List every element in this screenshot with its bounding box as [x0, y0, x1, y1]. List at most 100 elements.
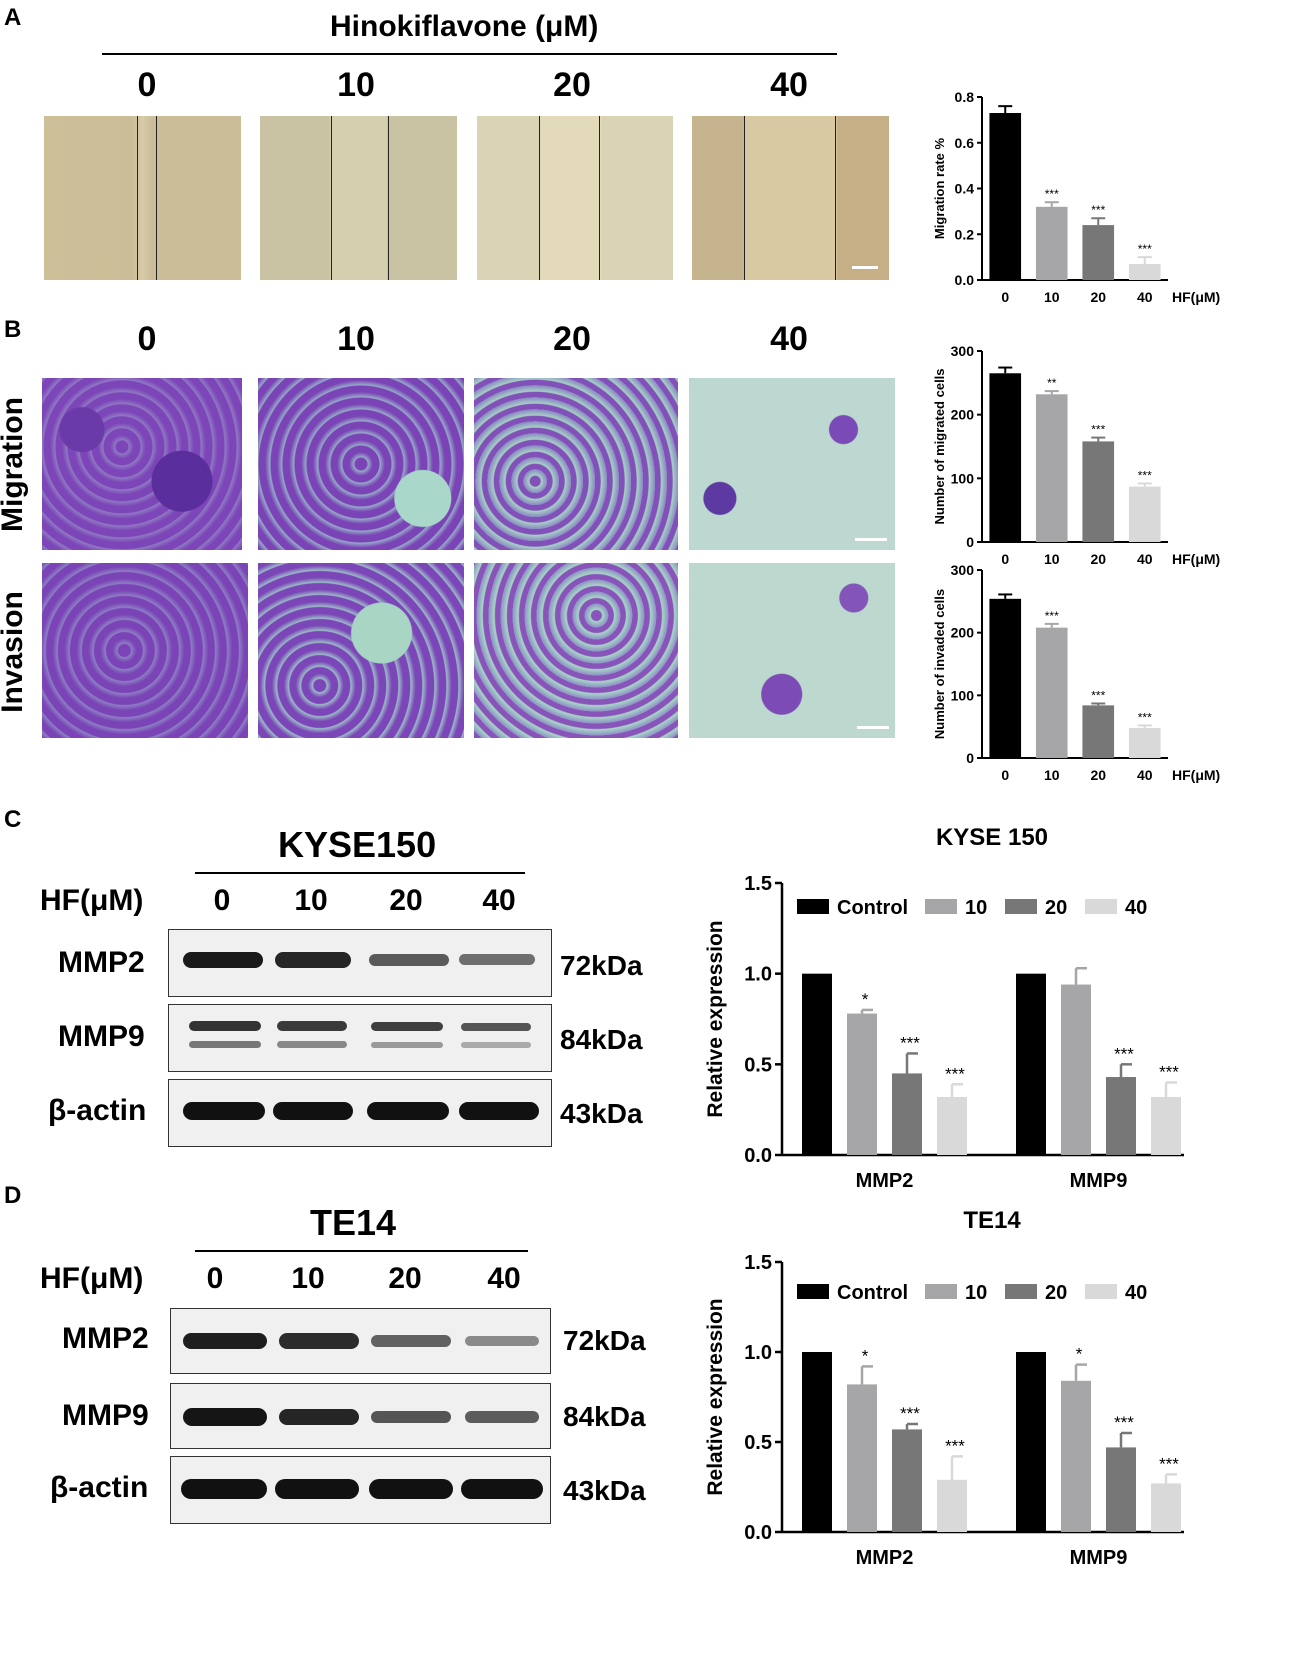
- invasion-image-10: [258, 563, 464, 738]
- x-tick-label: 20: [1090, 289, 1106, 305]
- x-axis-unit: HF(μM): [1172, 551, 1220, 567]
- x-tick-label: 40: [1137, 767, 1153, 783]
- wound-image-40: [692, 116, 889, 280]
- x-tick-label: 0: [1001, 767, 1009, 783]
- bar: [1106, 1077, 1136, 1155]
- cell-line-label: TE14: [310, 1202, 397, 1243]
- y-tick-label: 0.8: [955, 89, 975, 105]
- dose-label: 10: [337, 66, 375, 104]
- y-tick-label: 0: [966, 750, 974, 766]
- cell-line-label: KYSE150: [278, 824, 437, 865]
- legend-label: 10: [965, 1282, 987, 1304]
- blot-mmp9: [170, 1383, 551, 1449]
- migrated-cells-chart: 0 100 200 300 0 ** 10 *** 20 *** 40 HF(μM) Number of…: [932, 343, 1220, 567]
- y-tick-label: 300: [951, 343, 975, 359]
- lane-label: 0: [206, 1262, 224, 1295]
- bar: [989, 373, 1022, 542]
- protein-label: β-actin: [48, 1094, 147, 1127]
- dose-unit-label: HF(μM): [40, 1262, 144, 1295]
- x-tick-label: 10: [1044, 551, 1060, 567]
- bar: [802, 973, 832, 1155]
- y-tick-label: 100: [951, 687, 975, 703]
- x-tick-label: 40: [1137, 551, 1153, 567]
- y-tick-label: 0.5: [744, 1054, 772, 1076]
- bar: [1128, 727, 1161, 758]
- x-tick-label: MMP2: [856, 1170, 914, 1192]
- kda-label: 43kDa: [560, 1098, 643, 1129]
- y-axis-label: Relative expression: [704, 920, 727, 1117]
- y-tick-label: 300: [951, 562, 975, 578]
- legend-label: 20: [1045, 1282, 1067, 1304]
- significance-mark: ***: [1091, 423, 1105, 437]
- x-tick-label: MMP9: [1070, 1547, 1128, 1569]
- protein-label: β-actin: [50, 1471, 149, 1504]
- significance-mark: *: [862, 1346, 869, 1365]
- y-axis-label: Relative expression: [704, 1298, 727, 1495]
- migration-rate-chart: 0.0 0.2 0.4 0.6 0.8 0 *** 10 *** 20 *** 40 HF(μM) Mig…: [932, 89, 1220, 305]
- chart-title: TE14: [963, 1207, 1021, 1234]
- y-axis-label: Number of migrated cells: [932, 368, 947, 524]
- migration-image-0: [42, 378, 242, 550]
- y-tick-label: 0.5: [744, 1432, 772, 1454]
- bar: [1061, 1380, 1091, 1532]
- bar: [937, 1479, 967, 1532]
- kda-label: 43kDa: [563, 1475, 646, 1506]
- lane-label: 40: [487, 1262, 521, 1295]
- x-tick-label: MMP9: [1070, 1170, 1128, 1192]
- kda-label: 84kDa: [563, 1401, 646, 1432]
- lane-label: 10: [291, 1262, 325, 1295]
- bar: [1128, 263, 1161, 280]
- row-label-migration: Migration: [0, 397, 29, 532]
- x-axis-unit: HF(μM): [1172, 289, 1220, 305]
- y-axis-label: Migration rate %: [932, 137, 947, 239]
- bar: [1016, 973, 1046, 1155]
- dose-label: 20: [553, 320, 591, 358]
- significance-mark: ***: [945, 1064, 965, 1083]
- kyse150-expression-chart: KYSE 150 0.0 0.5 1.0 1.5 Relative expression *…: [704, 824, 1184, 1192]
- significance-mark: ***: [945, 1436, 965, 1455]
- bar: [847, 1384, 877, 1532]
- bar: [1082, 705, 1115, 758]
- migration-image-20: [474, 378, 678, 550]
- scale-bar: [857, 726, 889, 729]
- panel-letter-b: B: [4, 316, 22, 343]
- panel-letter-a: A: [4, 4, 22, 31]
- significance-mark: ***: [1159, 1062, 1179, 1081]
- legend-label: Control: [837, 897, 908, 919]
- x-tick-label: MMP2: [856, 1547, 914, 1569]
- lane-label: 20: [389, 884, 423, 917]
- x-tick-label: 20: [1090, 551, 1106, 567]
- significance-mark: ***: [1091, 203, 1105, 217]
- y-tick-label: 100: [951, 470, 975, 486]
- significance-mark: ***: [900, 1033, 920, 1052]
- significance-mark: ***: [1045, 609, 1059, 623]
- legend-label: 40: [1125, 897, 1147, 919]
- bar: [1106, 1447, 1136, 1532]
- significance-mark: ***: [1138, 710, 1152, 724]
- wound-image-0: [44, 116, 241, 280]
- legend-swatch: [1005, 1284, 1037, 1299]
- dose-label: 40: [770, 66, 808, 104]
- bar: [1016, 1352, 1046, 1532]
- invaded-cells-chart: 0 100 200 300 0 *** 10 *** 20 *** 40 HF(μM) Number o…: [932, 562, 1220, 783]
- y-tick-label: 0.6: [955, 135, 975, 151]
- bar: [892, 1429, 922, 1532]
- panel-a-header-line: [102, 53, 837, 55]
- cell-line-line: [195, 872, 525, 874]
- lane-label: 40: [482, 884, 516, 917]
- bar: [1061, 984, 1091, 1155]
- significance-mark: *: [862, 990, 869, 1009]
- wound-image-20: [477, 116, 673, 280]
- invasion-image-20: [474, 563, 678, 738]
- row-label-invasion: Invasion: [0, 591, 29, 713]
- bar: [937, 1096, 967, 1155]
- y-tick-label: 0.4: [955, 181, 975, 197]
- bar: [1035, 627, 1068, 758]
- legend-swatch: [1085, 899, 1117, 914]
- legend-swatch: [797, 899, 829, 914]
- protein-label: MMP9: [58, 1020, 145, 1053]
- kda-label: 72kDa: [560, 950, 643, 981]
- y-tick-label: 0.0: [955, 272, 975, 288]
- x-tick-label: 20: [1090, 767, 1106, 783]
- y-tick-label: 1.5: [744, 1252, 772, 1274]
